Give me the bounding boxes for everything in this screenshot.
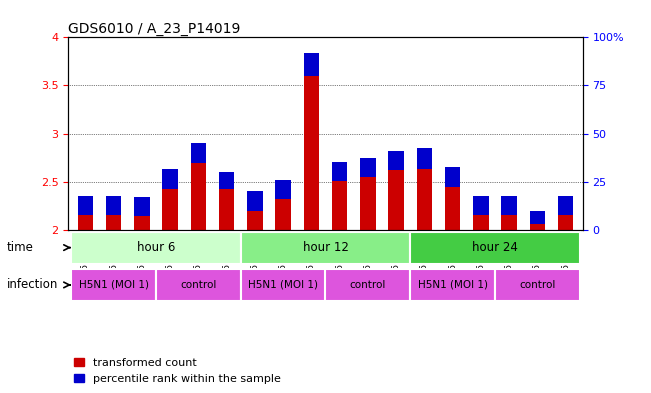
Bar xyxy=(241,232,410,264)
Bar xyxy=(473,196,489,215)
Bar xyxy=(495,269,580,301)
Bar xyxy=(134,217,150,230)
Bar xyxy=(501,215,517,230)
Bar xyxy=(360,177,376,230)
Bar xyxy=(77,215,93,230)
Text: H5N1 (MOI 1): H5N1 (MOI 1) xyxy=(79,280,148,290)
Bar xyxy=(156,269,241,301)
Bar xyxy=(191,143,206,162)
Bar xyxy=(77,196,93,215)
Bar xyxy=(360,158,376,177)
Bar xyxy=(417,148,432,169)
Bar xyxy=(326,269,410,301)
Bar xyxy=(332,181,348,230)
Bar xyxy=(303,53,319,76)
Bar xyxy=(389,170,404,230)
Bar xyxy=(417,169,432,230)
Bar xyxy=(303,76,319,230)
Bar xyxy=(410,232,580,264)
Bar xyxy=(247,211,262,230)
Text: time: time xyxy=(7,241,33,254)
Text: hour 12: hour 12 xyxy=(303,241,348,254)
Bar xyxy=(445,187,460,230)
Bar xyxy=(191,162,206,230)
Bar xyxy=(241,269,326,301)
Text: infection: infection xyxy=(7,278,58,292)
Bar xyxy=(445,167,460,187)
Bar xyxy=(71,232,241,264)
Bar xyxy=(219,172,234,189)
Text: H5N1 (MOI 1): H5N1 (MOI 1) xyxy=(418,280,488,290)
Bar xyxy=(530,224,545,230)
Bar xyxy=(473,215,489,230)
Bar xyxy=(530,211,545,224)
Text: control: control xyxy=(180,280,217,290)
Bar xyxy=(162,189,178,230)
Bar xyxy=(275,199,291,230)
Bar xyxy=(410,269,495,301)
Text: hour 6: hour 6 xyxy=(137,241,175,254)
Bar xyxy=(558,215,574,230)
Bar xyxy=(106,215,121,230)
Bar xyxy=(134,197,150,217)
Bar xyxy=(501,196,517,215)
Bar xyxy=(71,269,156,301)
Legend: transformed count, percentile rank within the sample: transformed count, percentile rank withi… xyxy=(74,358,281,384)
Bar xyxy=(332,162,348,181)
Bar xyxy=(106,196,121,215)
Text: GDS6010 / A_23_P14019: GDS6010 / A_23_P14019 xyxy=(68,22,241,36)
Text: hour 24: hour 24 xyxy=(472,241,518,254)
Bar xyxy=(162,169,178,189)
Text: H5N1 (MOI 1): H5N1 (MOI 1) xyxy=(248,280,318,290)
Bar xyxy=(247,191,262,211)
Text: control: control xyxy=(519,280,555,290)
Bar xyxy=(275,180,291,199)
Text: control: control xyxy=(350,280,386,290)
Bar xyxy=(219,189,234,230)
Bar xyxy=(389,151,404,170)
Bar xyxy=(558,196,574,215)
